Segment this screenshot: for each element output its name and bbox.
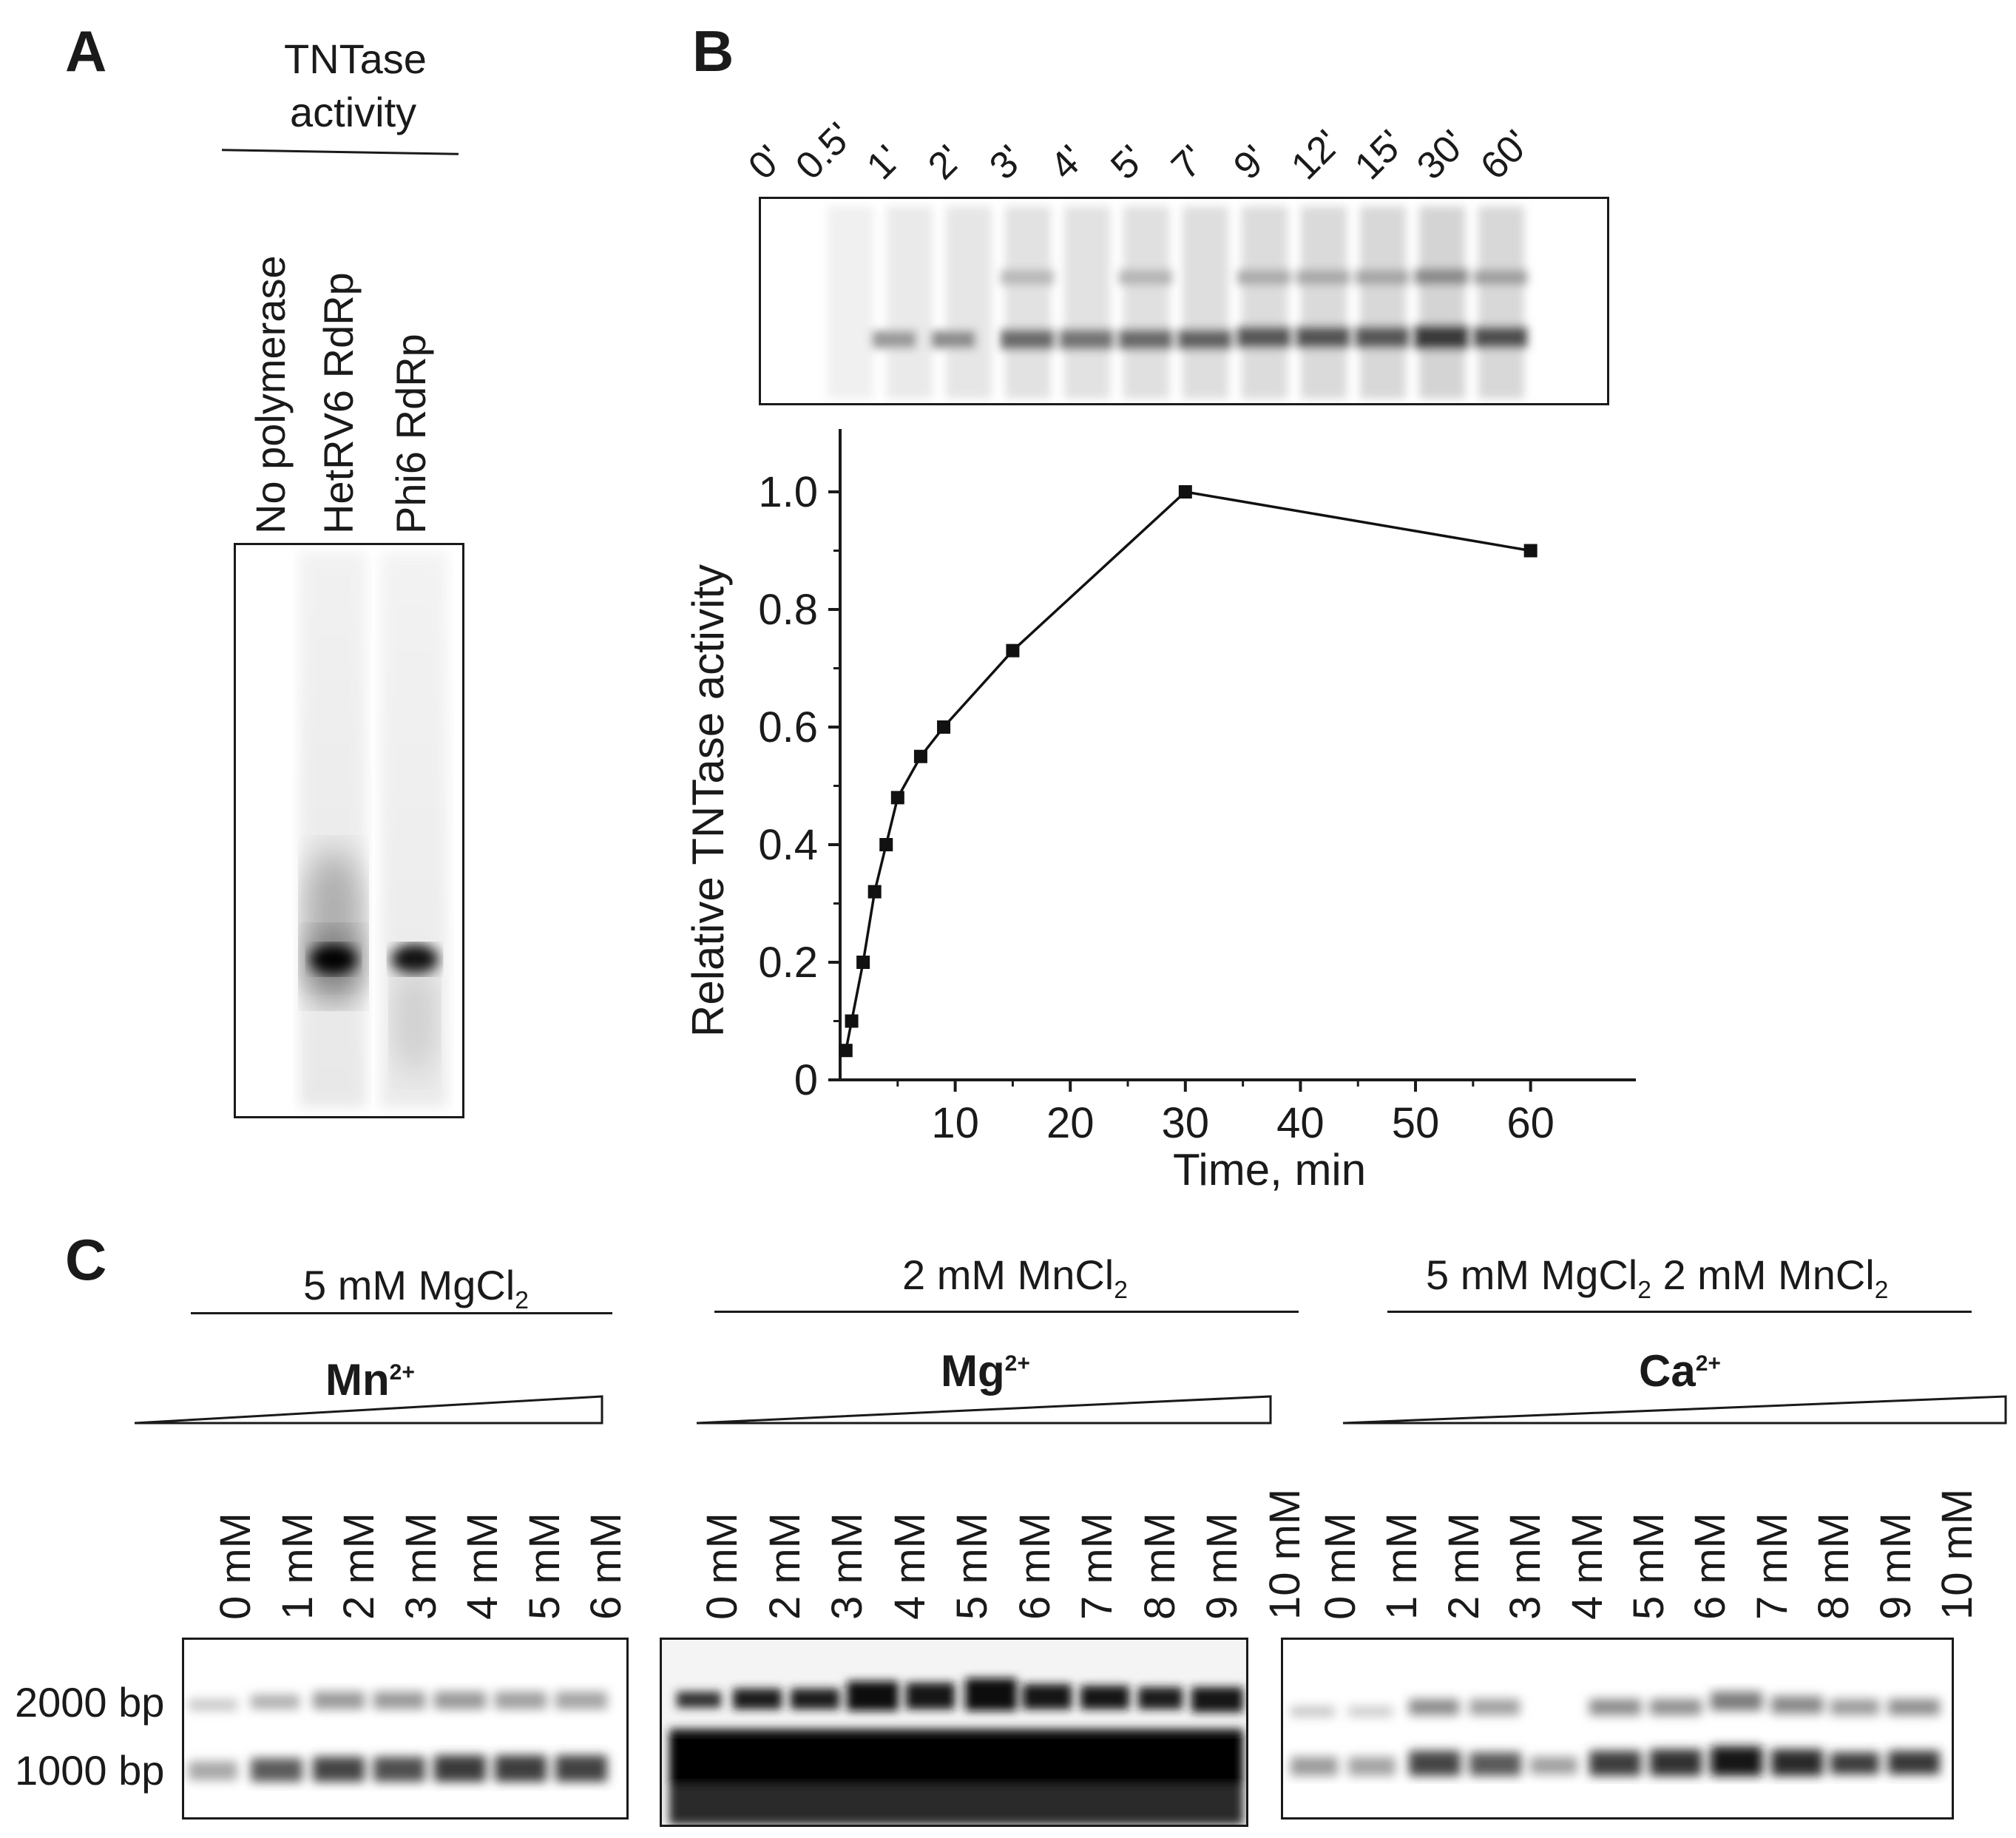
panel-c-lane-label: 4 mM (1566, 1513, 1609, 1620)
panel-c-lane-label: 10 mM (1936, 1489, 1979, 1620)
panel-c-gel-mn (182, 1638, 629, 1820)
panel-c-lane-label: 8 mM (1813, 1513, 1856, 1620)
panel-c-lane-label: 4 mM (889, 1513, 932, 1620)
panel-c-lane-label: 0 mM (1319, 1513, 1362, 1620)
panel-c-lane-label: 9 mM (1201, 1513, 1244, 1620)
panel-c-lane-label: 7 mM (1076, 1513, 1119, 1620)
panel-c-lane-label: 3 mM (1504, 1513, 1547, 1620)
panel-c-gel-mn-image (184, 1640, 629, 1820)
panel-c-lane-label: 6 mM (585, 1513, 628, 1620)
panel-c-lane-label: 0 mM (214, 1513, 257, 1620)
panel-c-lane-label: 7 mM (1751, 1513, 1794, 1620)
panel-c-gel-ca (1281, 1638, 1954, 1820)
panel-c-lane-label: 5 mM (951, 1513, 994, 1620)
panel-c-lane-label: 10 mM (1264, 1489, 1307, 1620)
panel-c-lane-label: 1 mM (277, 1513, 319, 1620)
size-marker-1000: 1000 bp (15, 1750, 164, 1791)
panel-c-lane-label: 8 mM (1139, 1513, 1182, 1620)
panel-c-group1-wedge (135, 1396, 602, 1423)
panel-c-lane-label: 2 mM (764, 1513, 807, 1620)
panel-c-lane-label: 2 mM (338, 1513, 381, 1620)
panel-c-lane-label: 3 mM (826, 1513, 869, 1620)
panel-c-group3-wedge (1343, 1396, 2006, 1423)
panel-c-lane-label: 0 mM (701, 1513, 744, 1620)
panel-c-lane-label: 4 mM (461, 1513, 504, 1620)
panel-c-gel-mg (660, 1638, 1248, 1827)
panel-c-lane-label: 3 mM (400, 1513, 443, 1620)
panel-c-lane-label: 9 mM (1875, 1513, 1918, 1620)
panel-c-lane-label: 5 mM (1628, 1513, 1671, 1620)
panel-c-group2-wedge (697, 1396, 1271, 1423)
panel-c-lane-label: 6 mM (1689, 1513, 1732, 1620)
panel-c-lane-label: 6 mM (1014, 1513, 1057, 1620)
panel-c-lane-label: 1 mM (1381, 1513, 1424, 1620)
panel-c-lane-label: 5 mM (524, 1513, 566, 1620)
panel-c-gel-mg-image (662, 1640, 1248, 1827)
panel-c-gel-ca-image (1283, 1640, 1954, 1820)
panel-c-lane-label: 2 mM (1443, 1513, 1486, 1620)
size-marker-2000: 2000 bp (15, 1682, 164, 1723)
